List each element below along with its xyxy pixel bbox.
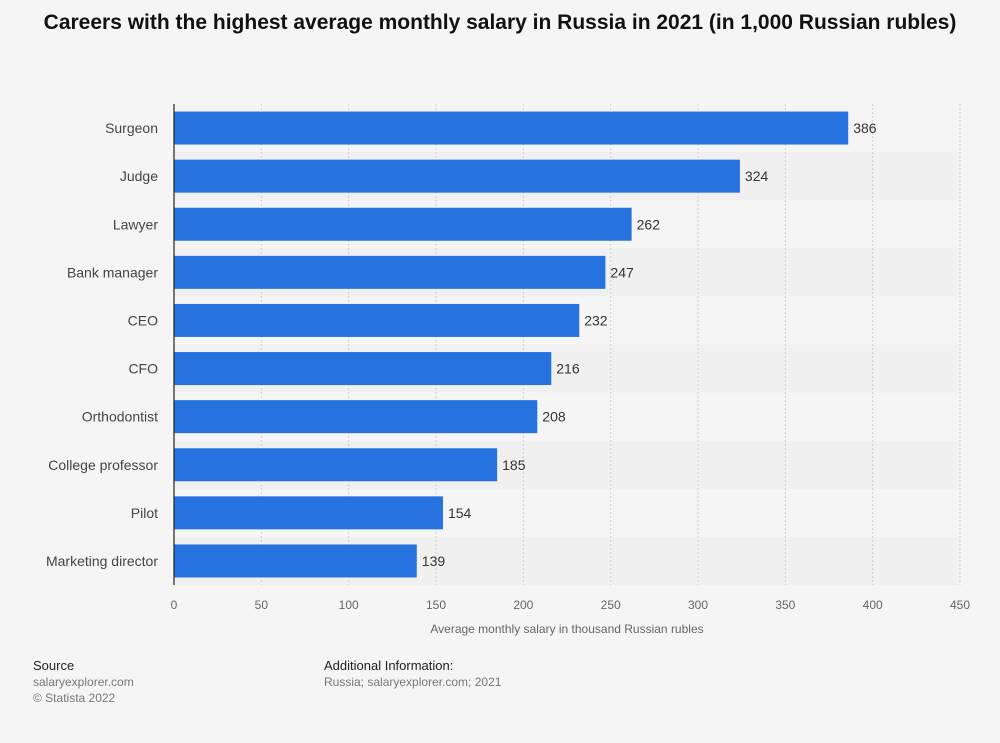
x-tick-label: 400 <box>863 598 883 612</box>
category-label: Bank manager <box>67 264 158 280</box>
bar <box>174 352 552 386</box>
value-label: 139 <box>422 553 446 569</box>
x-tick-label: 250 <box>601 598 621 612</box>
value-label: 185 <box>502 457 526 473</box>
category-label: College professor <box>48 457 158 473</box>
bar <box>174 159 740 193</box>
x-tick-label: 50 <box>255 598 269 612</box>
x-tick-label: 200 <box>513 598 533 612</box>
category-label: Judge <box>120 168 158 184</box>
value-label: 386 <box>853 120 877 136</box>
additional-info-text: Russia; salaryexplorer.com; 2021 <box>324 675 502 689</box>
value-label: 232 <box>584 312 608 328</box>
bar <box>174 207 632 241</box>
source-heading: Source <box>33 658 75 673</box>
bar <box>174 448 498 482</box>
additional-info-block: Additional Information: Russia; salaryex… <box>324 657 501 690</box>
copyright-text: © Statista 2022 <box>33 691 116 705</box>
bar <box>174 544 417 578</box>
value-label: 216 <box>556 361 580 377</box>
value-label: 324 <box>745 168 769 184</box>
chart-title: Careers with the highest average monthly… <box>43 11 957 34</box>
category-label: CFO <box>128 361 158 377</box>
category-label: Orthodontist <box>82 409 158 425</box>
category-label: CEO <box>128 312 158 328</box>
category-label: Surgeon <box>105 120 158 136</box>
additional-info-heading: Additional Information: <box>324 658 454 673</box>
x-tick-label: 300 <box>688 598 708 612</box>
x-tick-label: 350 <box>775 598 795 612</box>
x-tick-label: 150 <box>426 598 446 612</box>
value-label: 154 <box>448 505 472 521</box>
bar <box>174 111 849 145</box>
value-label: 208 <box>542 409 566 425</box>
category-label: Lawyer <box>113 216 158 232</box>
bar <box>174 255 606 289</box>
x-tick-label: 100 <box>339 598 359 612</box>
x-tick-label: 0 <box>171 598 178 612</box>
source-block: Source salaryexplorer.com © Statista 202… <box>33 657 134 706</box>
bar <box>174 303 580 337</box>
value-label: 247 <box>610 264 634 280</box>
x-axis-title: Average monthly salary in thousand Russi… <box>430 622 703 636</box>
value-label: 262 <box>637 216 661 232</box>
bar <box>174 496 443 530</box>
source-link[interactable]: salaryexplorer.com <box>33 675 134 689</box>
x-tick-label: 450 <box>950 598 970 612</box>
category-label: Marketing director <box>46 553 158 569</box>
category-label: Pilot <box>131 505 158 521</box>
bar <box>174 400 538 434</box>
